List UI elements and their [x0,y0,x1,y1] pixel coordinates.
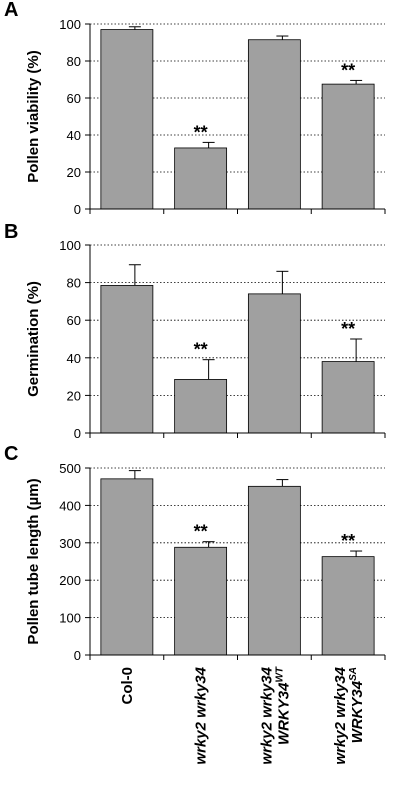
y-tick-label: 60 [67,91,81,106]
bar [247,39,301,210]
panel-label: B [4,221,18,243]
bar [100,29,154,210]
bar [100,478,154,656]
x-tick-label: wrky2 wrky34 [258,666,275,764]
significance-label: ** [341,60,355,80]
x-tick-label-line: WRKY34 [275,682,292,745]
y-tick-label: 80 [67,54,81,69]
bar [100,285,154,434]
significance-label: ** [341,319,355,339]
bar [247,293,301,434]
y-tick-label: 80 [67,276,81,291]
x-tick-label: WRKY34SA [348,667,366,743]
bar [174,546,228,656]
panel-label: C [4,443,18,465]
x-tick-label: wrky2 wrky34 [332,666,349,764]
y-tick-label: 100 [59,17,81,32]
x-tick-label-line: WRKY34 [349,680,366,743]
y-tick-label: 500 [59,461,81,476]
x-tick-label: Col-0 [119,667,136,705]
y-tick-label: 400 [59,498,81,513]
bar [174,147,228,210]
significance-label: ** [341,531,355,551]
y-tick-label: 300 [59,536,81,551]
x-tick-label-sup: SA [348,667,359,681]
significance-label: ** [194,340,208,360]
y-tick-label: 0 [74,648,81,663]
bar [174,379,228,434]
significance-label: ** [194,522,208,542]
y-tick-label: 20 [67,388,81,403]
x-tick-label: wrky2 wrky34 [193,666,210,764]
y-tick-label: 0 [74,426,81,441]
y-tick-label: 100 [59,238,81,253]
y-axis-label: Pollen viability (%) [25,50,42,183]
significance-label: ** [194,122,208,142]
y-tick-label: 100 [59,611,81,626]
bar [321,556,375,656]
y-axis-label: Germination (%) [25,281,42,397]
panel-label: A [4,0,18,21]
bar [321,361,375,434]
y-tick-label: 40 [67,351,81,366]
y-tick-label: 40 [67,128,81,143]
y-axis-label: Pollen tube length (µm) [25,478,42,644]
y-tick-label: 60 [67,313,81,328]
bar [321,83,375,210]
bar [247,485,301,656]
x-tick-label: WRKY34WT [274,666,292,745]
y-tick-label: 20 [67,165,81,180]
x-tick-label-sup: WT [274,666,285,682]
y-tick-label: 0 [74,202,81,217]
y-tick-label: 200 [59,573,81,588]
